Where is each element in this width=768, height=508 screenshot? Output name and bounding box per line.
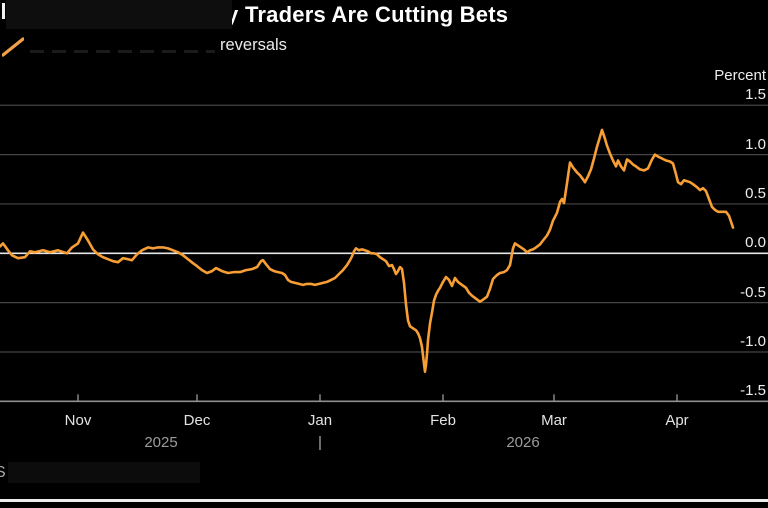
title-redaction-overlay [6,0,232,29]
x-tick-label-nov: Nov [64,412,92,429]
legend-redacted-text-remnants [30,50,215,53]
y-tick-label: -1.0 [740,333,766,350]
x-tick-label-mar: Mar [541,412,567,429]
chart-title: Traders Are Cutting Bets [245,2,509,27]
source-clipped-letter: S [0,464,6,481]
y-tick-label: 0.0 [745,234,766,252]
orange-line-swatch-icon [2,37,24,57]
chart-title-row: y Traders Are Cutting Bets [0,0,768,30]
y-tick-label: 0.5 [745,184,766,202]
source-redaction-overlay [8,462,200,483]
x-tick-label-apr: Apr [665,412,689,429]
x-tick-label-dec: Dec [183,412,211,429]
year-label-2026: 2026 [506,434,540,451]
bottom-border-rule [0,499,768,502]
y-axis-unit-label: Percent [714,67,766,85]
legend-label: reversals [220,36,287,54]
y-tick-label: 1.0 [745,135,766,153]
title-clipped-letter-sliver [2,3,5,19]
y-tick-label: -1.5 [740,382,766,400]
y-tick-label: 1.5 [745,86,766,104]
x-tick-label-jan: Jan [307,412,333,429]
x-tick-label-feb: Feb [430,412,456,429]
year-label-2025: 2025 [144,434,178,451]
chart-legend: reversals [0,34,768,60]
y-tick-label: -0.5 [740,283,766,301]
data-line-series [0,128,735,374]
